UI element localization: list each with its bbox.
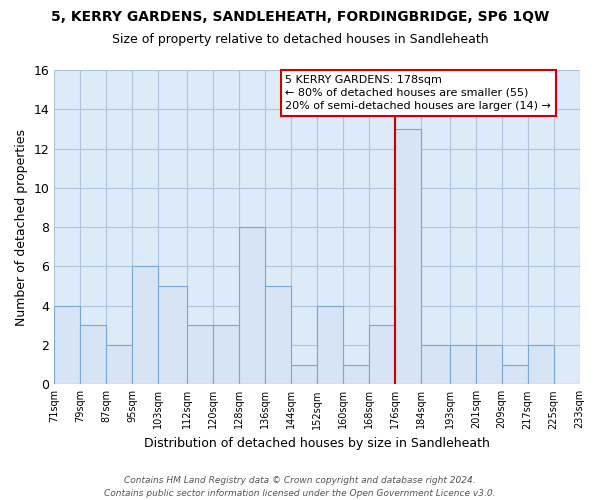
Bar bbox=[450, 345, 476, 385]
Bar bbox=[476, 345, 502, 385]
Text: 5 KERRY GARDENS: 178sqm
← 80% of detached houses are smaller (55)
20% of semi-de: 5 KERRY GARDENS: 178sqm ← 80% of detache… bbox=[286, 74, 551, 111]
Bar bbox=[291, 364, 317, 384]
X-axis label: Distribution of detached houses by size in Sandleheath: Distribution of detached houses by size … bbox=[144, 437, 490, 450]
Bar bbox=[369, 326, 395, 384]
Bar bbox=[239, 227, 265, 384]
Bar bbox=[317, 306, 343, 384]
Bar bbox=[527, 345, 554, 385]
Bar bbox=[80, 326, 106, 384]
Bar bbox=[343, 364, 369, 384]
Bar bbox=[187, 326, 213, 384]
Bar bbox=[265, 286, 291, 384]
Bar bbox=[54, 306, 80, 384]
Text: 5, KERRY GARDENS, SANDLEHEATH, FORDINGBRIDGE, SP6 1QW: 5, KERRY GARDENS, SANDLEHEATH, FORDINGBR… bbox=[51, 10, 549, 24]
Bar bbox=[132, 266, 158, 384]
Bar bbox=[421, 345, 450, 385]
Bar bbox=[213, 326, 239, 384]
Text: Contains HM Land Registry data © Crown copyright and database right 2024.
Contai: Contains HM Land Registry data © Crown c… bbox=[104, 476, 496, 498]
Bar bbox=[106, 345, 132, 385]
Bar bbox=[158, 286, 187, 384]
Text: Size of property relative to detached houses in Sandleheath: Size of property relative to detached ho… bbox=[112, 32, 488, 46]
Y-axis label: Number of detached properties: Number of detached properties bbox=[15, 128, 28, 326]
Bar bbox=[395, 129, 421, 384]
Bar bbox=[502, 364, 527, 384]
